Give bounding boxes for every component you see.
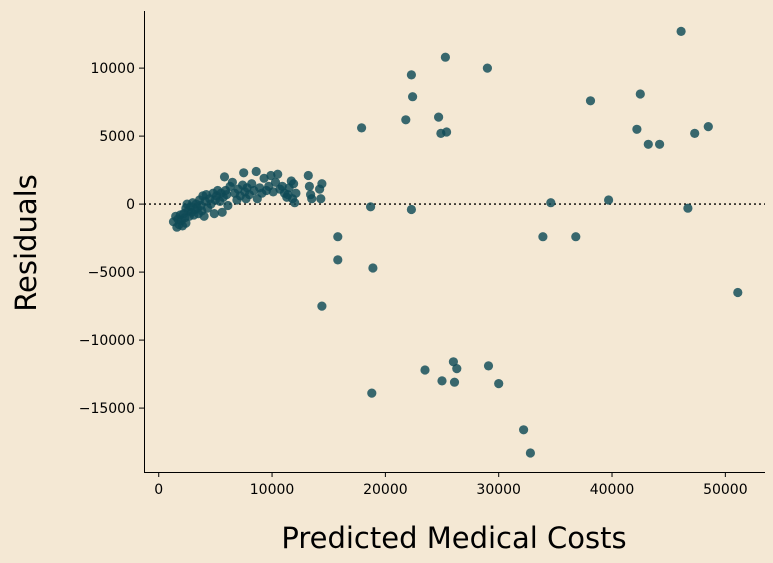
data-point: [690, 128, 700, 138]
data-point: [420, 365, 430, 375]
data-point: [482, 63, 492, 73]
data-point: [538, 232, 548, 242]
data-point: [266, 170, 276, 181]
data-point: [317, 179, 327, 189]
y-tick-label: −5000: [88, 265, 135, 281]
data-point: [316, 194, 326, 204]
data-point: [283, 190, 293, 200]
data-point: [449, 377, 460, 387]
y-tick-label: −10000: [79, 333, 135, 349]
data-point: [273, 169, 283, 179]
data-point: [304, 181, 314, 191]
data-point: [290, 198, 300, 208]
data-point: [217, 207, 227, 217]
data-point: [303, 170, 313, 181]
data-point: [317, 301, 327, 311]
x-tick-label: 50000: [703, 482, 748, 498]
x-tick-label: 20000: [363, 482, 408, 498]
x-axis-title: Predicted Medical Costs: [281, 521, 626, 555]
data-point: [604, 195, 614, 205]
y-tick-label: 10000: [90, 61, 135, 77]
y-tick-label: 5000: [99, 129, 135, 145]
data-point: [366, 202, 376, 212]
y-tick-label: 0: [126, 197, 135, 213]
data-point: [683, 203, 693, 213]
data-point: [494, 379, 504, 389]
data-point: [655, 139, 665, 149]
data-point: [239, 168, 249, 178]
data-point: [440, 52, 450, 62]
data-point: [442, 127, 452, 137]
data-point: [291, 188, 301, 198]
data-point: [227, 177, 237, 187]
data-point: [437, 376, 447, 386]
data-point: [408, 92, 418, 102]
data-point: [333, 232, 343, 242]
data-point: [251, 166, 261, 177]
data-point: [199, 211, 209, 221]
x-tick-label: 0: [154, 482, 163, 498]
data-point: [219, 172, 230, 182]
data-point: [357, 123, 367, 133]
x-ticks-layer: 0 10000 20000 30000 40000 50000: [154, 472, 748, 498]
data-point: [368, 263, 378, 273]
data-point: [585, 96, 596, 106]
data-point: [635, 89, 645, 99]
data-point: [406, 204, 416, 215]
data-point: [434, 112, 444, 122]
data-point: [448, 357, 458, 367]
data-point: [519, 425, 529, 435]
data-point: [223, 200, 233, 211]
data-point: [452, 364, 462, 374]
axes-layer: [144, 11, 765, 473]
data-point: [333, 255, 343, 265]
data-point: [289, 179, 299, 189]
y-tick-label: −15000: [79, 401, 135, 417]
data-point: [209, 209, 219, 219]
x-tick-label: 40000: [590, 482, 635, 498]
data-point: [222, 190, 232, 200]
data-point: [525, 448, 536, 458]
data-point: [733, 287, 743, 298]
data-point: [643, 139, 653, 149]
points-layer: [168, 26, 743, 458]
data-point: [406, 70, 416, 80]
y-axis-title: Residuals: [9, 174, 43, 312]
x-tick-label: 30000: [476, 482, 521, 498]
data-point: [483, 361, 494, 371]
data-point: [181, 218, 191, 228]
data-point: [270, 177, 281, 187]
data-point: [546, 198, 556, 208]
data-point: [676, 26, 686, 36]
data-point: [367, 388, 377, 398]
y-ticks-layer: −15000 −10000 −5000 0 5000 10000: [79, 61, 144, 417]
data-point: [703, 122, 713, 132]
data-point: [632, 124, 642, 134]
data-point: [401, 115, 411, 125]
x-tick-label: 10000: [250, 482, 295, 498]
data-point: [307, 194, 317, 204]
data-point: [571, 232, 581, 242]
